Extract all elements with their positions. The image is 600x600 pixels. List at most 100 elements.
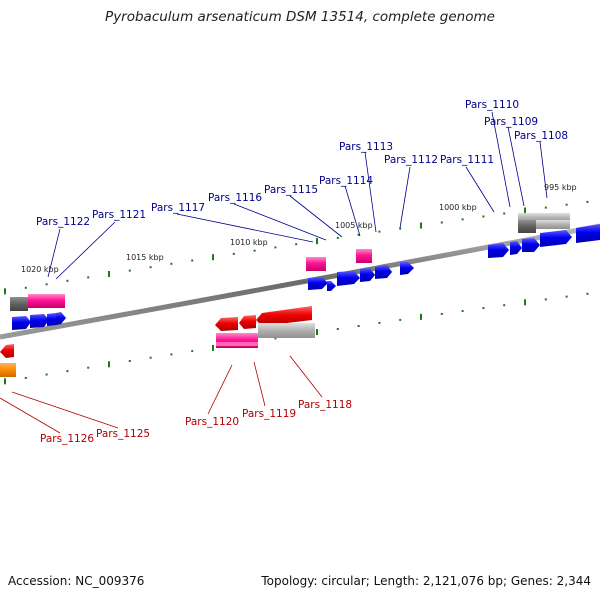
- minor-tick: [24, 376, 27, 379]
- minor-tick: [45, 283, 48, 286]
- major-tick: [420, 313, 422, 320]
- gene-bar-pars-1114[interactable]: [306, 257, 326, 271]
- leader-line: [399, 166, 411, 229]
- cds-arrow-forward[interactable]: [510, 241, 522, 255]
- minor-tick: [191, 350, 194, 353]
- gene-bar-pars-1122[interactable]: [28, 294, 65, 308]
- major-tick: [316, 238, 318, 245]
- leader-line: [176, 213, 314, 243]
- gene-label-pars-1113[interactable]: Pars_1113: [339, 141, 393, 153]
- leader-line: [253, 361, 266, 407]
- leader-line: [344, 185, 361, 237]
- minor-tick: [336, 236, 339, 239]
- gene-bar-pars-1108-light[interactable]: [536, 220, 570, 229]
- cds-arrow-forward[interactable]: [30, 314, 49, 328]
- kbp-label-1015: 1015 kbp: [126, 253, 164, 262]
- leader-line: [233, 203, 327, 241]
- minor-tick: [191, 259, 194, 262]
- minor-tick: [87, 366, 90, 369]
- gene-label-pars-1118[interactable]: Pars_1118: [298, 399, 352, 411]
- cds-arrow-forward[interactable]: [488, 243, 509, 258]
- minor-tick: [461, 218, 464, 221]
- minor-tick: [274, 246, 277, 249]
- leader-line: [364, 151, 377, 233]
- cds-arrow-reverse[interactable]: [256, 306, 312, 326]
- kbp-label-1020: 1020 kbp: [21, 265, 59, 274]
- minor-tick: [45, 373, 48, 376]
- cds-arrow-forward[interactable]: [308, 277, 328, 290]
- gene-bar-pars-1108[interactable]: [518, 213, 570, 223]
- cds-arrow-forward[interactable]: [540, 230, 572, 247]
- gene-label-pars-1116[interactable]: Pars_1116: [208, 192, 262, 204]
- major-tick: [4, 378, 6, 385]
- gene-label-pars-1125[interactable]: Pars_1125: [96, 428, 150, 440]
- minor-tick: [87, 276, 90, 279]
- cds-arrow-reverse[interactable]: [215, 317, 238, 331]
- gene-label-pars-1110[interactable]: Pars_1110: [465, 99, 519, 111]
- major-tick: [316, 329, 318, 336]
- minor-tick: [253, 249, 256, 252]
- cds-arrow-forward[interactable]: [522, 238, 540, 252]
- major-tick: [212, 254, 214, 261]
- minor-tick: [482, 307, 485, 310]
- map-title: Pyrobaculum arsenaticum DSM 13514, compl…: [105, 9, 495, 25]
- minor-tick: [440, 221, 443, 224]
- minor-tick: [66, 279, 69, 282]
- cds-arrow-reverse[interactable]: [0, 344, 14, 358]
- minor-tick: [24, 286, 27, 289]
- gene-label-pars-1114[interactable]: Pars_1114: [319, 175, 373, 187]
- cds-arrow-forward[interactable]: [360, 268, 375, 282]
- minor-tick: [336, 328, 339, 330]
- cds-arrow-forward[interactable]: [327, 281, 336, 291]
- minor-tick: [170, 353, 173, 356]
- reverse-tick-track: [4, 292, 589, 385]
- minor-tick: [357, 233, 360, 236]
- minor-tick: [295, 243, 298, 246]
- gene-label-pars-1109[interactable]: Pars_1109: [484, 116, 538, 128]
- cds-arrow-forward[interactable]: [576, 224, 600, 243]
- gene-label-pars-1112[interactable]: Pars_1112: [384, 154, 438, 166]
- leader-line: [0, 397, 61, 434]
- gene-bar-pars-1118[interactable]: [258, 323, 315, 338]
- minor-tick: [482, 215, 485, 218]
- gene-bar-pars-1122-dark[interactable]: [10, 297, 28, 311]
- forward-cds-track: [12, 224, 600, 330]
- gene-label-pars-1126[interactable]: Pars_1126: [40, 433, 94, 445]
- gene-bar-pars-1125[interactable]: [0, 363, 16, 377]
- minor-tick: [128, 269, 131, 272]
- minor-tick: [232, 252, 235, 255]
- major-tick: [4, 288, 6, 295]
- gene-label-pars-1121[interactable]: Pars_1121: [92, 209, 146, 221]
- gene-label-pars-1108[interactable]: Pars_1108: [514, 130, 568, 142]
- gene-label-pars-1117[interactable]: Pars_1117: [151, 202, 205, 214]
- gene-bar-pars-1108-dark[interactable]: [518, 220, 536, 233]
- leader-line: [47, 228, 61, 278]
- gene-label-pars-1111[interactable]: Pars_1111: [440, 154, 494, 166]
- cds-arrow-forward[interactable]: [337, 271, 360, 286]
- minor-tick: [357, 325, 360, 327]
- gene-label-pars-1122[interactable]: Pars_1122: [36, 216, 90, 228]
- accession-text: Accession: NC_009376: [8, 574, 145, 588]
- cds-arrow-forward[interactable]: [56, 312, 66, 325]
- cds-arrow-forward[interactable]: [400, 262, 414, 275]
- gene-label-pars-1119[interactable]: Pars_1119: [242, 408, 296, 420]
- minor-tick: [440, 312, 443, 315]
- cds-arrow-forward[interactable]: [375, 265, 392, 279]
- gene-label-pars-1120[interactable]: Pars_1120: [185, 416, 239, 428]
- leader-line: [465, 166, 495, 213]
- gene-label-pars-1115[interactable]: Pars_1115: [264, 184, 318, 196]
- minor-tick: [66, 370, 69, 373]
- leader-line: [507, 126, 525, 207]
- minor-tick: [149, 356, 152, 359]
- gene-bar-pars-1120-stripe[interactable]: [216, 342, 258, 346]
- gene-bar-pars-1113[interactable]: [356, 249, 372, 263]
- minor-tick: [503, 304, 506, 307]
- minor-tick: [586, 200, 589, 203]
- major-tick: [420, 222, 422, 229]
- minor-tick: [461, 310, 464, 312]
- minor-tick: [274, 337, 277, 340]
- cds-arrow-reverse[interactable]: [239, 315, 256, 329]
- major-tick: [108, 361, 110, 368]
- cds-arrow-forward[interactable]: [12, 316, 31, 330]
- minor-tick: [503, 212, 506, 215]
